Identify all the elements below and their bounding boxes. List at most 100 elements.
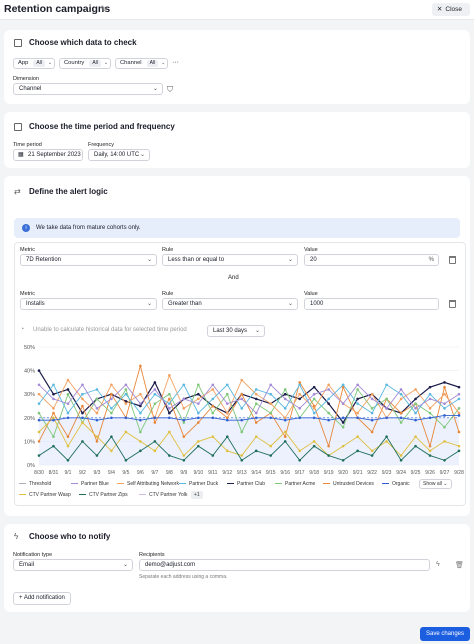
data-point xyxy=(341,416,345,420)
x-tick-label: 9/9 xyxy=(180,470,187,476)
trash-icon[interactable] xyxy=(449,256,456,264)
data-point xyxy=(81,411,84,415)
x-tick-label: 9/15 xyxy=(266,470,276,476)
add-notification-button[interactable]: + Add notification xyxy=(13,592,71,605)
data-point xyxy=(254,392,258,396)
x-tick-label: 9/18 xyxy=(309,470,319,476)
rule-select[interactable]: Greater than ⌄ xyxy=(162,298,298,310)
data-point xyxy=(341,402,345,405)
data-point xyxy=(139,402,142,405)
data-point xyxy=(139,392,142,396)
rule-select[interactable]: Less than or equal to ⌄ xyxy=(162,254,298,266)
data-point xyxy=(110,392,113,396)
data-point xyxy=(370,454,374,457)
y-tick-label: 40% xyxy=(24,369,35,375)
data-point xyxy=(414,444,417,448)
data-point xyxy=(211,397,215,401)
legend-item[interactable]: Partner Acme xyxy=(275,481,315,487)
frequency-select[interactable]: Daily, 14:00 UTC ⌄ xyxy=(88,149,150,161)
value-text: 1000 xyxy=(310,301,324,307)
section-title: Choose the time period and frequency xyxy=(29,122,175,131)
legend-item[interactable]: Threshold xyxy=(19,481,51,487)
metric-value: 7D Retention xyxy=(26,257,62,263)
legend-item[interactable]: Partner Club xyxy=(227,481,265,487)
app-filter[interactable]: App All ⌄ xyxy=(13,58,55,69)
more-filters-button[interactable]: ··· xyxy=(172,59,179,66)
channel-filter[interactable]: Channel All ⌄ xyxy=(115,58,168,69)
x-tick-label: 9/13 xyxy=(237,470,247,476)
save-changes-button[interactable]: Save changes xyxy=(420,627,470,641)
value-input[interactable]: 1000 xyxy=(304,298,439,310)
data-point xyxy=(153,440,157,443)
recipients-input[interactable]: demo@adjust.com xyxy=(139,559,430,571)
data-point xyxy=(414,407,417,410)
series-line xyxy=(38,374,460,419)
chevron-down-icon: ⌄ xyxy=(254,328,260,334)
top-bar: Retention campaigns ✎ ✕ Close xyxy=(0,0,474,20)
lightning-icon[interactable]: ϟ xyxy=(436,561,440,568)
data-point xyxy=(399,458,403,462)
data-point xyxy=(168,402,171,405)
legend-item[interactable]: CTV Partner Zips xyxy=(79,492,128,498)
metric-select[interactable]: 7D Retention ⌄ xyxy=(20,254,157,266)
show-all-button[interactable]: Show all ⌄ xyxy=(419,479,452,489)
data-point xyxy=(168,407,171,410)
bolt-icon: ϟ xyxy=(14,532,19,541)
time-period-value: 21 September 2023 xyxy=(28,152,81,158)
trash-icon[interactable]: 🗑 xyxy=(455,562,464,569)
legend-item[interactable]: Self Attributing Network xyxy=(117,481,179,487)
value-input[interactable]: 20% xyxy=(304,254,439,266)
x-tick-label: 9/20 xyxy=(338,470,348,476)
legend-item[interactable]: CTV Partner Yolk xyxy=(139,492,187,498)
data-point xyxy=(153,388,157,391)
data-point xyxy=(428,385,432,389)
data-point xyxy=(254,402,258,405)
info-text: We take data from mature cohorts only. xyxy=(36,225,141,231)
filter-badge: All xyxy=(89,60,101,67)
page-title: Retention campaigns xyxy=(4,3,111,15)
data-point xyxy=(81,440,84,443)
dimension-select[interactable]: Channel ⌄ xyxy=(13,83,163,95)
legend-item[interactable]: Partner Blue xyxy=(71,481,109,487)
data-point xyxy=(428,449,432,453)
x-tick-label: 9/12 xyxy=(222,470,232,476)
range-select[interactable]: Last 30 days ⌄ xyxy=(207,325,265,337)
x-tick-label: 9/3 xyxy=(93,470,100,476)
bell-icon: ◔ xyxy=(20,326,25,333)
data-point xyxy=(457,397,461,401)
data-point xyxy=(283,418,287,422)
data-point xyxy=(298,392,301,396)
trash-icon[interactable] xyxy=(449,300,456,308)
legend-item[interactable]: Organic xyxy=(382,481,410,487)
legend-item[interactable]: Partner Duck xyxy=(179,481,218,487)
data-point xyxy=(95,388,99,391)
filter-icon[interactable]: ⛉ xyxy=(167,85,173,94)
notification-type-select[interactable]: Email ⌄ xyxy=(13,559,133,571)
rule-label: Rule xyxy=(162,247,174,253)
more-legend-badge[interactable]: +1 xyxy=(191,491,203,499)
close-button[interactable]: ✕ Close xyxy=(431,3,470,16)
data-point xyxy=(443,440,446,443)
legend-item[interactable]: Untrusted Devices xyxy=(323,481,374,487)
chart-legend: Threshold Partner Blue Self Attributing … xyxy=(19,479,461,501)
data-point xyxy=(37,402,41,405)
data-point xyxy=(52,435,55,438)
data-point xyxy=(168,397,171,401)
edit-pencil-icon[interactable]: ✎ xyxy=(100,4,108,14)
data-point xyxy=(52,383,55,387)
alert-logic-section: ⇄ Define the alert logic i We take data f… xyxy=(4,176,470,516)
legend-item[interactable]: CTV Partner Wasp xyxy=(19,492,71,498)
x-tick-label: 9/6 xyxy=(137,470,144,476)
series-line xyxy=(38,383,460,414)
data-point xyxy=(197,392,200,396)
time-period-picker[interactable]: ▦ 21 September 2023 xyxy=(13,149,83,161)
data-point xyxy=(66,392,70,396)
metric-select[interactable]: Installs ⌄ xyxy=(20,298,157,310)
country-filter[interactable]: Country All ⌄ xyxy=(59,58,111,69)
info-icon: i xyxy=(22,224,30,232)
data-point xyxy=(457,430,461,434)
rule-value: Greater than xyxy=(168,301,202,307)
data-point xyxy=(240,392,244,396)
add-notification-label: Add notification xyxy=(23,595,65,601)
data-point xyxy=(283,392,287,396)
